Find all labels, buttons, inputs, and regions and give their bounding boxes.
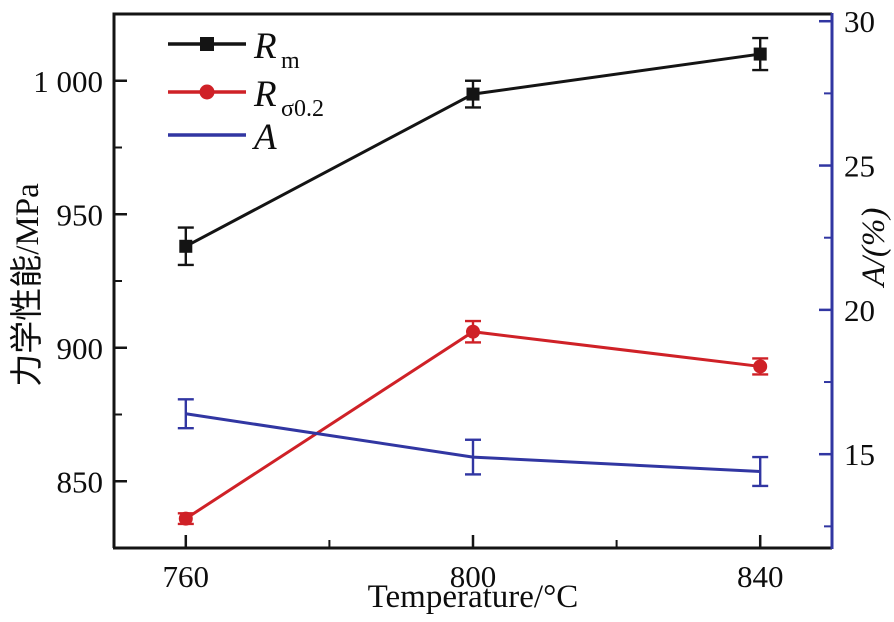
series-Rsigma02 [177, 319, 769, 526]
y-right-tick-label: 15 [844, 437, 875, 472]
data-marker-circle [753, 359, 768, 374]
y-left-tick-labels: 850 900 950 1 000 [33, 64, 103, 500]
plot-generated-layer: 760 800 840 850 900 950 1 000 15 20 25 30 R mR σ0.2A [33, 4, 875, 594]
y-left-tick-label: 1 000 [33, 64, 103, 99]
legend-label-sub: m [281, 48, 300, 74]
y-left-tick-label: 950 [57, 197, 104, 232]
data-marker-square [179, 239, 193, 253]
data-marker-circle [178, 511, 193, 526]
axis-ticks [115, 19, 831, 547]
x-tick-label: 800 [450, 559, 497, 594]
legend-label-main: A [251, 117, 277, 158]
y-right-tick-label: 25 [844, 149, 875, 184]
left-axis-title: 力学性能/MPa [9, 183, 46, 387]
series-A [177, 398, 769, 488]
error-bar [465, 438, 481, 476]
data-marker-square [753, 47, 767, 61]
legend-entry-A: A [168, 117, 277, 158]
y-right-tick-label: 20 [844, 293, 875, 328]
error-bar [177, 398, 194, 430]
legend-marker-square [200, 37, 214, 51]
data-marker-circle [466, 324, 480, 339]
legend-marker-circle [199, 84, 215, 100]
legend-label-sub: σ0.2 [281, 96, 324, 122]
y-right-tick-labels: 15 20 25 30 [844, 4, 875, 472]
legend-label-main: R [253, 74, 277, 115]
y-left-tick-label: 850 [57, 464, 104, 499]
plot-frame [112, 12, 834, 550]
x-tick-label: 840 [737, 559, 784, 594]
legend-label-main: R [253, 26, 277, 67]
y-right-tick-label: 30 [844, 4, 875, 39]
x-tick-label: 760 [163, 559, 210, 594]
series-Rm [177, 36, 769, 267]
series-line-Rsigma02 [184, 330, 761, 520]
data-marker-square [466, 87, 480, 101]
error-bar [752, 455, 769, 488]
y-left-tick-label: 900 [57, 331, 104, 366]
right-axis-title: A/(%) [856, 208, 892, 289]
x-axis-title: Temperature/°C [368, 579, 579, 615]
frame-left-top [112, 12, 832, 548]
x-tick-labels: 760 800 840 [163, 559, 784, 594]
